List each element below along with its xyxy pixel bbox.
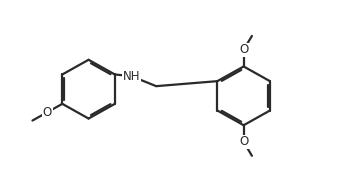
- Text: O: O: [43, 106, 52, 119]
- Text: O: O: [239, 43, 248, 56]
- Text: NH: NH: [122, 70, 140, 83]
- Text: O: O: [239, 135, 248, 148]
